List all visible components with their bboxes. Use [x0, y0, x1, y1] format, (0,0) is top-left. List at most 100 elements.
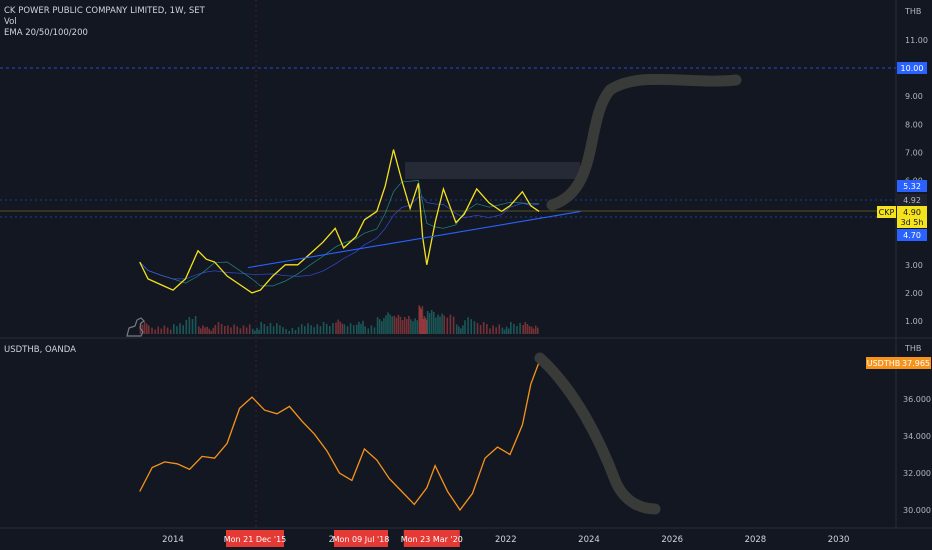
volume-bar	[285, 329, 287, 334]
volume-bar	[399, 316, 402, 334]
upper-badge	[897, 180, 927, 192]
bottom-price-axis[interactable]: THB 36.000 34.000 32.000 30.000	[903, 344, 931, 515]
volume-bar	[214, 325, 217, 334]
volume-bar	[526, 324, 529, 334]
volume-bar	[516, 326, 518, 334]
volume-bar	[397, 314, 400, 334]
volume-bar	[146, 323, 148, 334]
volume-bar	[148, 325, 150, 334]
ticker-badge	[877, 206, 896, 218]
volume-bar	[258, 329, 260, 334]
volume-bar	[446, 317, 449, 334]
forecast-brush-drawing-usd[interactable]	[534, 352, 661, 515]
volume-bar	[408, 316, 410, 334]
volume-bar	[242, 325, 245, 334]
volume-bar	[160, 328, 163, 334]
volume-bar	[370, 325, 373, 334]
time-tick-label: 2024	[578, 535, 600, 545]
price-tick-label: 2.00	[905, 289, 923, 298]
volume-bar	[462, 325, 464, 334]
volume-bar	[230, 327, 232, 334]
volume-bar	[332, 323, 334, 334]
usdthb-tick-label: 34.000	[903, 432, 931, 441]
dino-logo-icon	[126, 317, 145, 337]
volume-bar	[464, 320, 466, 334]
volume-bar	[141, 324, 144, 334]
volume-bar	[288, 331, 290, 334]
trend-line-drawing[interactable]	[247, 210, 581, 269]
volume-bar	[428, 313, 431, 334]
volume-bar	[458, 326, 460, 334]
volume-bar	[182, 325, 184, 334]
volume-bar	[486, 324, 488, 334]
volume-bar	[310, 325, 312, 334]
usdthb-tick-label: 32.000	[903, 469, 931, 478]
price-tick-label: 1.00	[905, 317, 923, 326]
volume-bar	[173, 324, 175, 334]
volume-bar	[356, 324, 358, 334]
volume-bar	[528, 326, 531, 334]
volume-bar	[433, 312, 435, 334]
volume-bar	[430, 310, 433, 334]
volume-bar	[389, 314, 391, 334]
volume-bar	[492, 325, 494, 334]
volume-bar	[352, 325, 355, 334]
volume-bar	[316, 324, 319, 334]
volume-bar	[176, 326, 178, 334]
volume-bar	[476, 323, 479, 334]
volume-bar	[233, 324, 235, 334]
volume-bar	[157, 326, 159, 334]
volume-bar	[227, 325, 229, 334]
volume-bar	[300, 324, 303, 334]
symbol-title[interactable]: CK POWER PUBLIC COMPANY LIMITED, 1W, SET	[4, 6, 205, 16]
volume-bar	[191, 319, 194, 334]
ema-indicator-label[interactable]: EMA 20/50/100/200	[4, 28, 88, 38]
volume-bar	[403, 317, 406, 334]
volume-bar	[423, 316, 426, 334]
volume-bar	[269, 323, 272, 334]
forecast-brush-drawing[interactable]	[546, 73, 742, 211]
time-tick-label: 2030	[828, 535, 850, 545]
volume-bar	[212, 327, 215, 334]
volume-bar	[322, 322, 325, 334]
volume-bar	[151, 327, 153, 334]
volume-bar	[343, 324, 346, 334]
volume-bar	[460, 328, 462, 334]
time-axis[interactable]: 201420162018202020222024202620282030Mon …	[162, 530, 849, 547]
volume-indicator-label[interactable]: Vol	[4, 17, 17, 27]
volume-bar	[245, 327, 248, 334]
usdthb-pane[interactable]	[139, 352, 661, 515]
volume-bar	[291, 328, 294, 334]
volume-bar	[470, 319, 472, 334]
volume-bar	[364, 326, 366, 334]
lower-badge-text: 4.70	[903, 231, 921, 240]
volume-bar	[534, 325, 537, 334]
price-pane[interactable]	[0, 67, 896, 334]
crosshair-date-badge	[403, 530, 460, 547]
volume-bar	[376, 317, 379, 334]
volume-bar	[260, 322, 262, 334]
volume-bar	[204, 327, 206, 334]
volume-bar	[441, 313, 443, 334]
volume-bar	[391, 316, 393, 334]
usdthb-title[interactable]: USDTHB, OANDA	[4, 345, 76, 355]
volume-bar	[406, 319, 408, 334]
volume-bar	[421, 306, 424, 334]
volume-bar	[185, 320, 188, 334]
volume-bar	[337, 319, 339, 334]
range-rectangle-drawing[interactable]	[405, 162, 580, 179]
volume-bar	[179, 323, 181, 334]
volume-bar	[437, 314, 439, 334]
volume-bar	[335, 322, 337, 334]
volume-bar	[339, 321, 341, 334]
volume-bar	[263, 324, 266, 334]
top-legend: CK POWER PUBLIC COMPANY LIMITED, 1W, SET…	[4, 6, 205, 39]
target-badge	[897, 62, 927, 74]
usdthb-ticker-badge	[866, 357, 901, 369]
upper-badge-text: 5.32	[903, 182, 921, 191]
volume-bar	[208, 328, 210, 334]
volume-bar	[266, 326, 269, 334]
level-badge	[897, 194, 927, 206]
